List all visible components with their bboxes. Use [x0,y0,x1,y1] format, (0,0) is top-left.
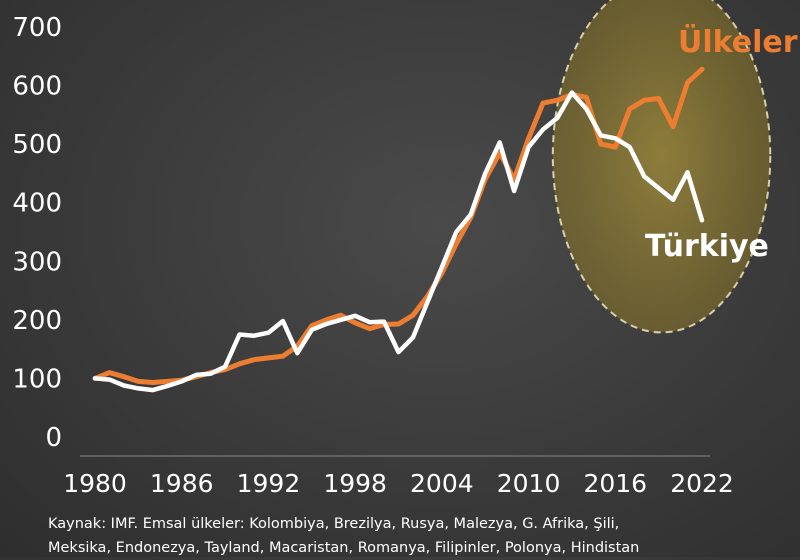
y-tick-label: 100 [12,364,62,394]
series-label-turkiye: Türkiye [645,229,769,264]
series-line-turkiye [92,90,705,393]
x-tick-label: 2022 [670,469,734,498]
series-label-ulkeler: Ülkeler [678,23,798,60]
y-tick-label: 400 [12,189,62,219]
y-tick-label: 200 [12,306,62,336]
series-lines [92,66,705,393]
source-note: Kaynak: IMF. Emsal ülkeler: Kolombiya, B… [48,512,788,560]
x-tick-label: 1992 [237,469,301,498]
y-axis-ticks: 0 100 200 300 400 500 600 700 [12,13,62,453]
y-tick-label: 0 [45,423,62,453]
highlight-ellipse [551,0,772,334]
source-line-1: Kaynak: IMF. Emsal ülkeler: Kolombiya, B… [48,516,620,532]
x-axis-ticks: 1980 1986 1992 1998 2004 2010 2016 2022 [63,469,734,498]
x-tick-label: 2010 [497,469,561,498]
y-tick-label: 700 [12,13,62,43]
x-tick-label: 2004 [410,469,474,498]
x-tick-label: 1998 [323,469,387,498]
y-tick-label: 500 [12,130,62,160]
x-tick-label: 2016 [583,469,647,498]
x-tick-label: 1980 [63,469,127,498]
y-tick-label: 600 [12,72,62,102]
x-tick-label: 1986 [150,469,214,498]
y-tick-label: 300 [12,247,62,277]
source-line-2: Meksika, Endonezya, Tayland, Macaristan,… [48,540,640,556]
